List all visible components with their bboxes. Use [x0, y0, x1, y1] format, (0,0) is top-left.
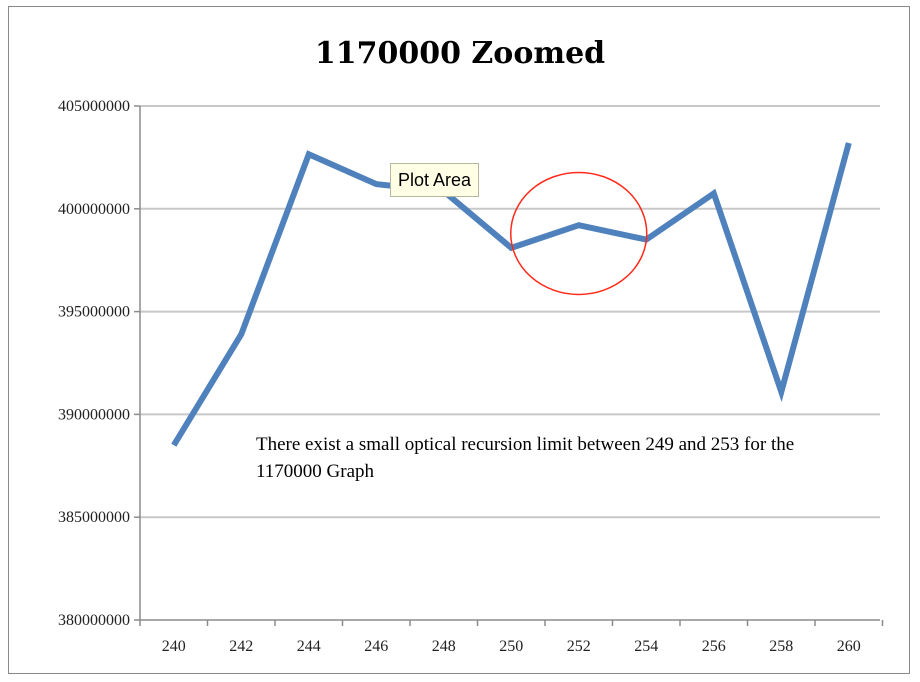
highlight-ellipse[interactable] [510, 171, 648, 296]
x-tick-label: 248 [432, 638, 456, 655]
plot-area-tooltip: Plot Area [390, 163, 480, 197]
x-tick-label: 250 [499, 638, 523, 655]
y-tick-label: 385000000 [58, 509, 130, 526]
y-tick-label: 405000000 [58, 98, 130, 115]
chart-frame [8, 6, 910, 674]
chart-annotation: There exist a small optical recursion li… [256, 434, 795, 482]
x-tick-label: 242 [229, 638, 253, 655]
x-tick-label: 244 [297, 638, 321, 655]
x-tick-label: 260 [837, 638, 861, 655]
x-tick-label: 252 [567, 638, 591, 655]
series-line [171, 142, 852, 447]
x-tick-label: 258 [769, 638, 793, 655]
x-tick-label: 256 [702, 638, 726, 655]
x-tick-label: 254 [634, 638, 658, 655]
x-tick-label: 246 [364, 638, 388, 655]
y-tick-label: 400000000 [58, 201, 130, 218]
x-tick-label: 240 [162, 638, 186, 655]
y-tick-label: 390000000 [58, 406, 130, 423]
y-tick-label: 380000000 [58, 612, 130, 629]
y-tick-label: 395000000 [58, 304, 130, 321]
chart-title: 1170000 Zoomed [314, 36, 606, 71]
